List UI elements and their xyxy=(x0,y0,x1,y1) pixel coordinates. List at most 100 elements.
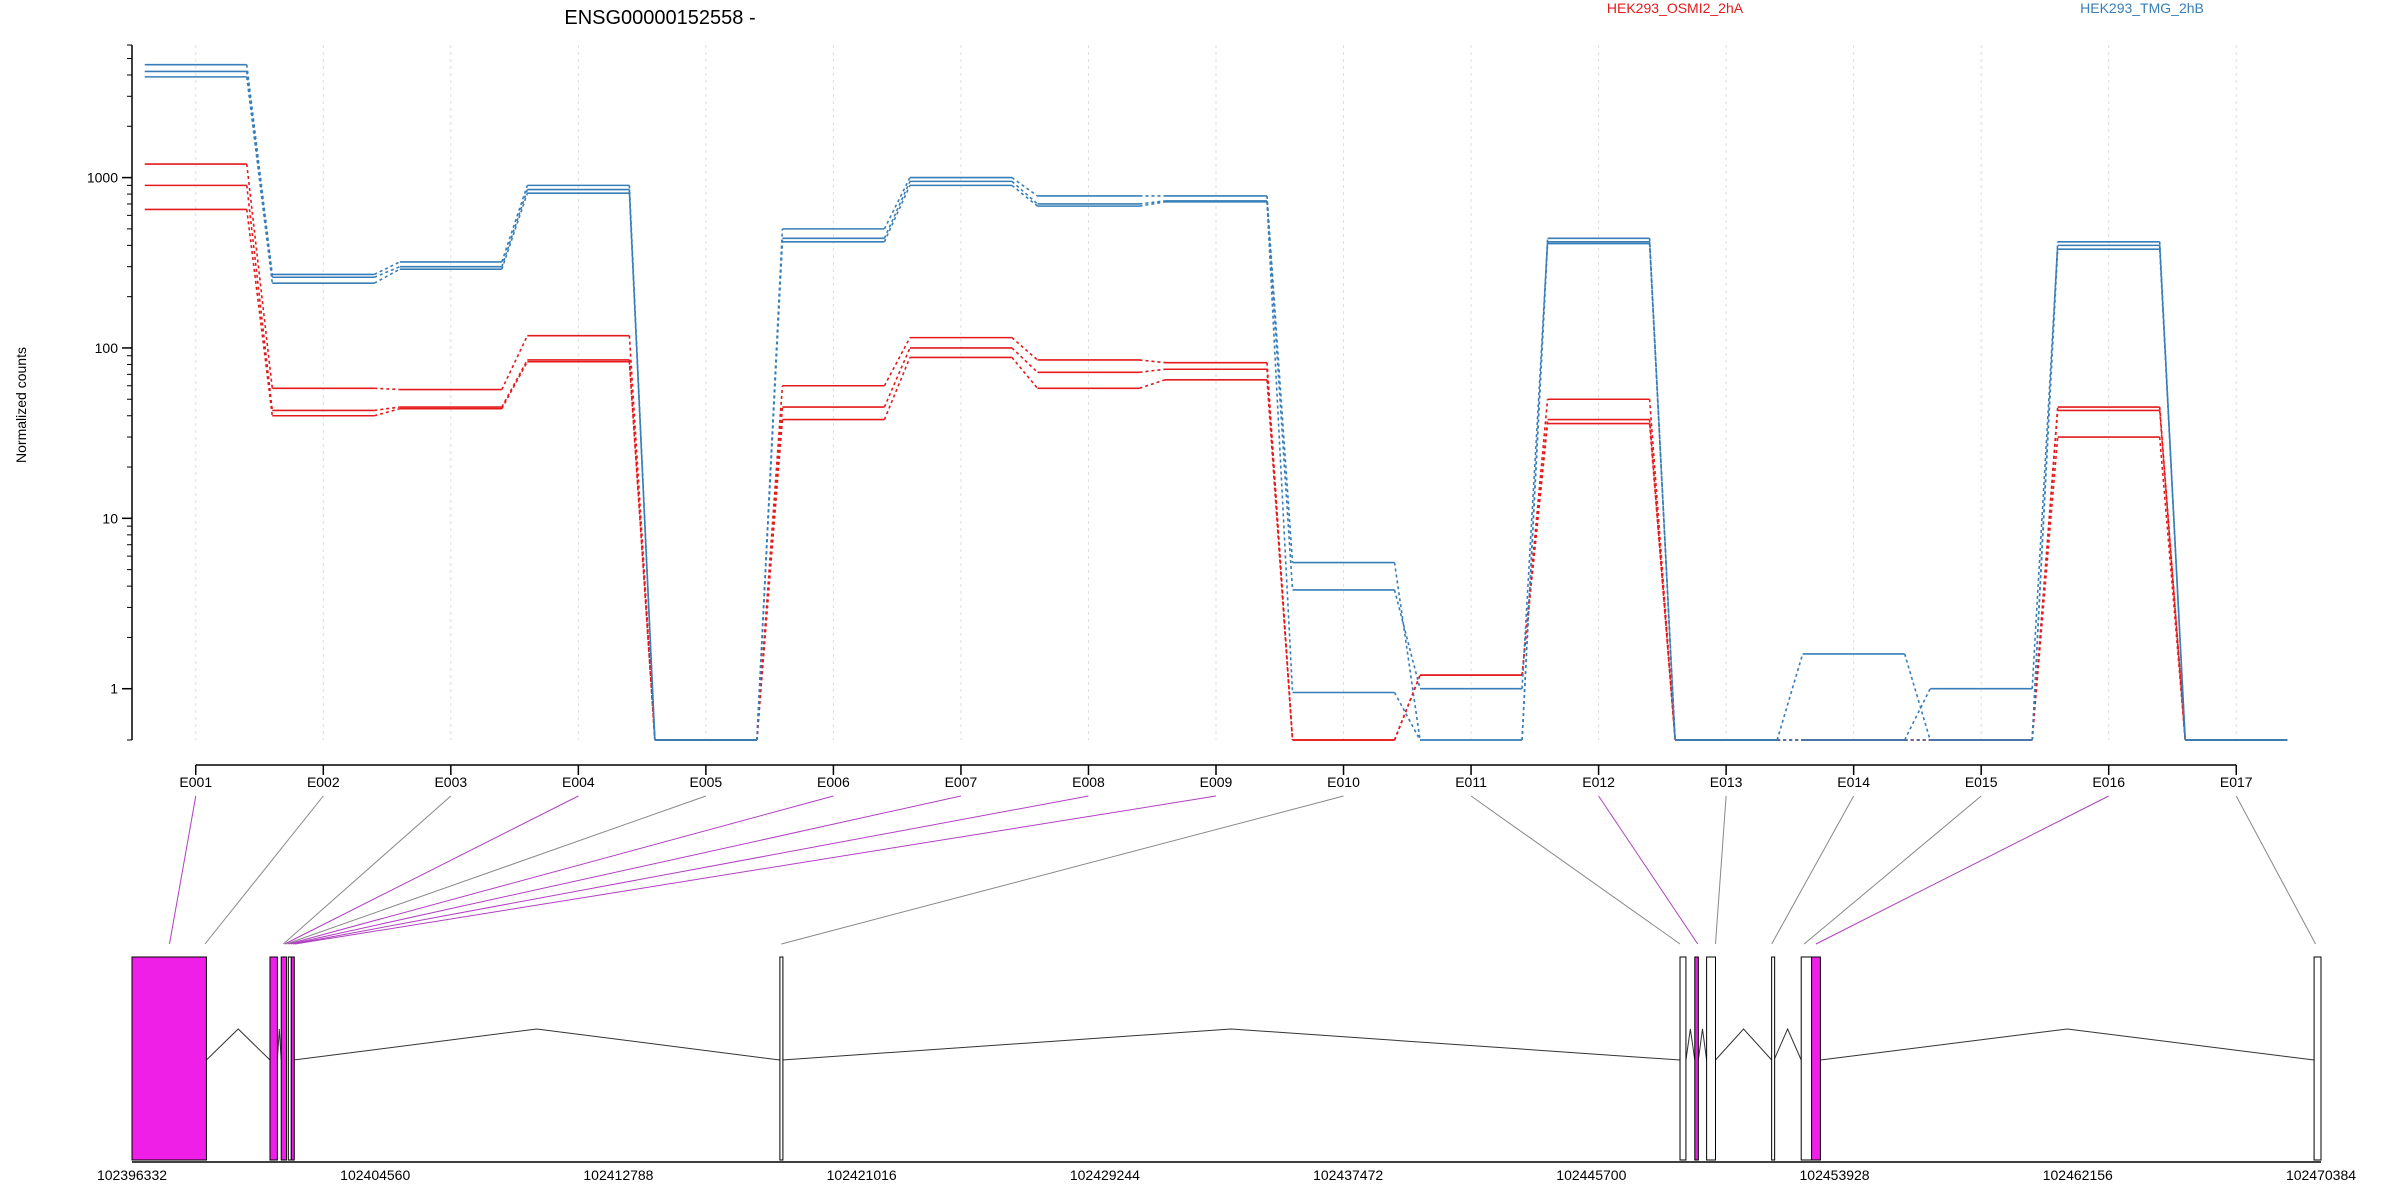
series-lines xyxy=(144,63,2288,741)
series-2-connector-7 xyxy=(1139,379,1166,390)
series-2-connector-0 xyxy=(245,209,274,416)
series-5-connector-11 xyxy=(1648,243,1676,741)
exon-box-9 xyxy=(1771,956,1776,1161)
series-5-connector-5 xyxy=(883,185,911,243)
exon-link-E007 xyxy=(290,795,962,945)
genomic-tick-label-3: 102421016 xyxy=(827,1167,897,1183)
genomic-tick-label-1: 102404560 xyxy=(340,1167,410,1183)
series-4-connector-5 xyxy=(883,181,911,239)
x-axis: E001 E002 E003 E004 E005 E006 E007 E008 E009 E010… xyxy=(179,764,2253,790)
exon-box-8 xyxy=(1706,956,1716,1161)
series-3-connector-4 xyxy=(756,228,784,741)
intron-8 xyxy=(1715,1028,1773,1061)
x-tick-label-7: E008 xyxy=(1072,774,1105,790)
x-tick-label-3: E004 xyxy=(562,774,595,790)
x-tick-label-11: E012 xyxy=(1582,774,1615,790)
exon-box-7 xyxy=(1694,956,1699,1161)
gene-model xyxy=(131,956,2322,1161)
exon-box-4 xyxy=(290,956,295,1161)
exon-link-E013 xyxy=(1714,795,1727,945)
series-0-connector-10 xyxy=(1521,399,1549,676)
genomic-tick-label-6: 102445700 xyxy=(1556,1167,1626,1183)
exon-box-5 xyxy=(779,956,784,1161)
series-1-connector-2 xyxy=(501,359,529,408)
x-tick-label-10: E011 xyxy=(1455,774,1487,790)
x-tick-label-13: E014 xyxy=(1837,774,1870,790)
exon-box-2 xyxy=(280,956,288,1161)
series-2 xyxy=(144,208,2288,741)
series-0-connector-0 xyxy=(245,163,274,389)
series-2-connector-14 xyxy=(2031,436,2059,741)
series-2-connector-11 xyxy=(1648,423,1676,741)
exon-link-E002 xyxy=(204,795,324,945)
y-tick-label-0: 1 xyxy=(110,681,118,697)
series-3-connector-6 xyxy=(1011,176,1038,197)
exon-link-E004 xyxy=(284,795,579,945)
exon-link-E001 xyxy=(168,795,197,945)
genomic-tick-label-2: 102412788 xyxy=(583,1167,653,1183)
series-3-connector-12 xyxy=(1776,653,1804,741)
x-tick-label-8: E009 xyxy=(1200,774,1233,790)
series-2-connector-5 xyxy=(883,357,911,420)
x-tick-label-1: E002 xyxy=(307,774,340,790)
intron-4 xyxy=(293,1028,780,1061)
series-5-connector-7 xyxy=(1139,201,1166,207)
series-5-connector-1 xyxy=(373,268,401,284)
series-5-connector-15 xyxy=(2158,249,2187,741)
series-5 xyxy=(144,76,2288,741)
series-0-connector-9 xyxy=(1393,674,1421,741)
series-0-connector-1 xyxy=(374,387,400,391)
exon-link-E016 xyxy=(1815,795,2109,945)
series-5-connector-10 xyxy=(1521,243,1549,741)
y-tick-label-3: 1000 xyxy=(87,170,118,186)
exon-link-E009 xyxy=(295,795,1217,945)
intron-5 xyxy=(782,1028,1681,1061)
series-4-connector-7 xyxy=(1139,200,1166,205)
series-2-connector-1 xyxy=(374,407,401,417)
exon-link-E015 xyxy=(1803,795,1982,945)
x-tick-label-9: E010 xyxy=(1327,774,1360,790)
series-3-connector-9 xyxy=(1393,562,1421,741)
y-axis-label: Normalized counts xyxy=(13,347,29,463)
series-2-connector-15 xyxy=(2158,436,2187,741)
x-tick-label-4: E005 xyxy=(690,774,723,790)
exon-link-E003 xyxy=(282,795,452,945)
x-tick-label-16: E017 xyxy=(2220,774,2253,790)
genomic-tick-label-7: 102453928 xyxy=(1800,1167,1870,1183)
exon-box-10 xyxy=(1800,956,1813,1161)
intron-11 xyxy=(1820,1028,2315,1061)
series-0-connector-7 xyxy=(1139,359,1166,364)
exon-box-12 xyxy=(2313,956,2322,1161)
series-1-connector-15 xyxy=(2158,410,2187,741)
x-tick-label-6: E007 xyxy=(945,774,978,790)
series-1-connector-5 xyxy=(883,347,911,408)
intron-0 xyxy=(206,1028,271,1061)
series-1-connector-6 xyxy=(1011,347,1039,373)
series-5-connector-8 xyxy=(1266,201,1294,693)
y-tick-label-2: 100 xyxy=(95,340,119,356)
exon-link-E012 xyxy=(1598,795,1699,945)
genomic-tick-label-8: 102462156 xyxy=(2043,1167,2113,1183)
series-3-connector-2 xyxy=(501,185,529,263)
genomic-tick-label-0: 102396332 xyxy=(97,1167,167,1183)
genomic-tick-label-5: 102437472 xyxy=(1313,1167,1383,1183)
series-2-connector-6 xyxy=(1011,356,1039,389)
series-4-connector-8 xyxy=(1266,200,1294,590)
exon-box-11 xyxy=(1811,956,1821,1161)
x-tick-label-5: E006 xyxy=(817,774,850,790)
series-5-connector-6 xyxy=(1011,184,1038,207)
series-0-connector-6 xyxy=(1011,337,1038,361)
series-5-connector-9 xyxy=(1393,692,1421,741)
x-tick-label-14: E015 xyxy=(1965,774,1998,790)
series-3-connector-13 xyxy=(1903,653,1931,741)
x-tick-label-12: E013 xyxy=(1710,774,1743,790)
exon-box-6 xyxy=(1679,956,1687,1161)
series-3-connector-1 xyxy=(373,261,401,276)
series-1-connector-9 xyxy=(1393,674,1421,741)
x-tick-label-15: E016 xyxy=(2092,774,2125,790)
series-4-connector-2 xyxy=(501,189,529,267)
y-tick-label-1: 10 xyxy=(102,510,118,526)
series-1-connector-0 xyxy=(245,185,274,411)
chart-title: ENSG00000152558 - xyxy=(564,7,755,29)
